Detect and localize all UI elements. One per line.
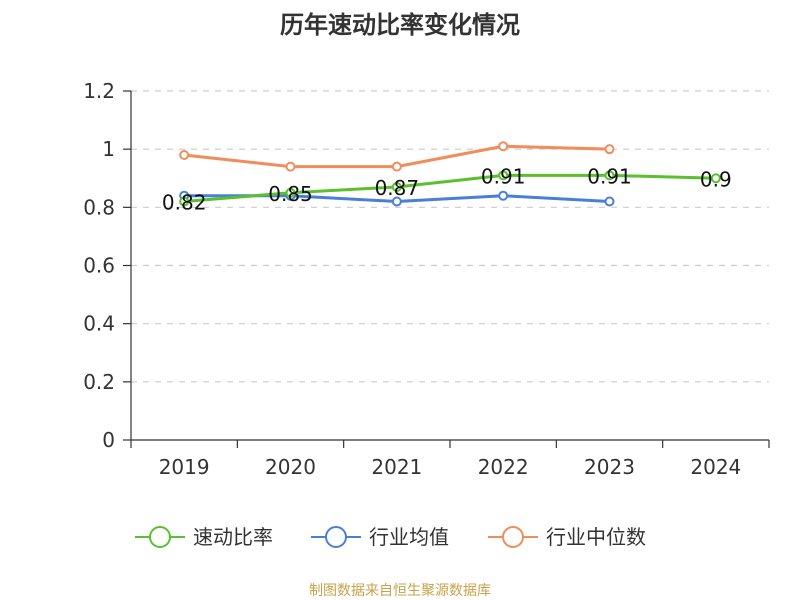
axes: 0 0.2 0.4 0.6 0.8 1 1.2 2019 2020 2021 2022 2023 202… bbox=[83, 79, 770, 479]
legend-label: 行业均值 bbox=[369, 525, 449, 549]
legend-marker bbox=[149, 526, 171, 548]
source-note: 制图数据来自恒生聚源数据库 bbox=[309, 583, 491, 599]
data-point bbox=[179, 149, 190, 160]
x-tick-label: 2022 bbox=[478, 455, 529, 479]
data-label: 0.82 bbox=[162, 191, 207, 215]
data-label: 0.9 bbox=[700, 167, 732, 191]
y-tick-label: 0.2 bbox=[83, 370, 115, 394]
y-tick-label: 0.4 bbox=[83, 312, 115, 336]
data-label: 0.91 bbox=[481, 164, 526, 188]
x-tick-label: 2020 bbox=[265, 455, 316, 479]
grid-lines bbox=[131, 90, 769, 383]
legend-item-0[interactable]: 速动比率 bbox=[135, 525, 273, 549]
legend-marker bbox=[325, 526, 347, 548]
y-tick-label: 1 bbox=[102, 137, 115, 161]
series-line-0 bbox=[184, 173, 716, 204]
data-label: 0.87 bbox=[375, 176, 420, 200]
data-point bbox=[498, 170, 509, 181]
data-point bbox=[391, 161, 402, 172]
y-tick-label: 1.2 bbox=[83, 79, 115, 103]
data-point bbox=[285, 187, 296, 198]
data-point bbox=[710, 173, 721, 184]
legend-label: 行业中位数 bbox=[546, 525, 646, 549]
x-tick-label: 2023 bbox=[584, 455, 635, 479]
y-tick-label: 0.8 bbox=[83, 195, 115, 219]
y-tick-label: 0 bbox=[102, 428, 115, 452]
data-point bbox=[391, 181, 402, 192]
legend-item-1[interactable]: 行业均值 bbox=[311, 525, 449, 549]
data-label: 0.85 bbox=[268, 182, 313, 206]
data-point bbox=[391, 196, 402, 207]
data-labels: 0.82 0.85 0.87 0.91 0.91 0.9 bbox=[162, 164, 732, 214]
legend-label: 速动比率 bbox=[193, 525, 273, 549]
legend-marker bbox=[502, 526, 524, 548]
x-tick-label: 2024 bbox=[690, 455, 741, 479]
x-tick-label: 2019 bbox=[159, 455, 210, 479]
data-point bbox=[604, 144, 615, 155]
legend-item-2[interactable]: 行业中位数 bbox=[488, 525, 646, 549]
data-point bbox=[604, 196, 615, 207]
legend[interactable]: 速动比率 行业均值 行业中位数 bbox=[135, 525, 646, 549]
data-label: 0.91 bbox=[587, 164, 632, 188]
data-point bbox=[285, 161, 296, 172]
chart-title: 历年速动比率变化情况 bbox=[280, 11, 520, 39]
data-point bbox=[604, 170, 615, 181]
series-layer bbox=[179, 141, 721, 207]
data-point bbox=[498, 190, 509, 201]
data-point bbox=[498, 141, 509, 152]
y-tick-label: 0.6 bbox=[83, 254, 115, 278]
x-tick-label: 2021 bbox=[371, 455, 422, 479]
data-point bbox=[179, 196, 190, 207]
